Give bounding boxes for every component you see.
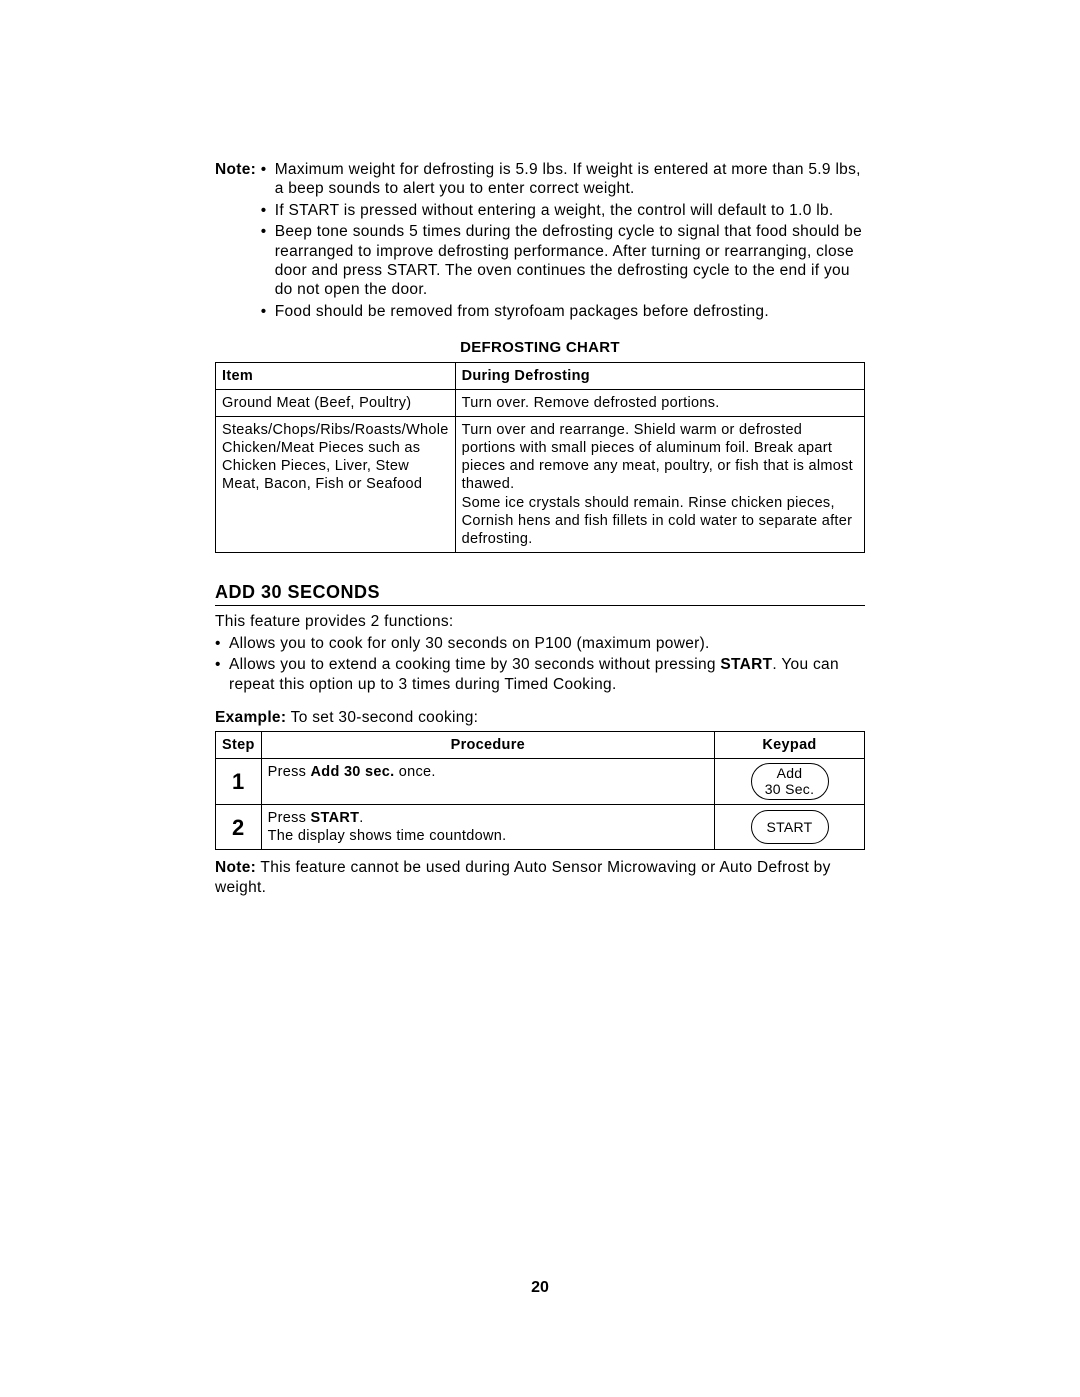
function-item: • Allows you to extend a cooking time by… <box>215 655 865 694</box>
procedure-cell: Press Add 30 sec. once. <box>261 759 714 805</box>
keypad-label: Add 30 Sec. <box>765 766 815 797</box>
note-text: Beep tone sounds 5 times during the defr… <box>275 222 865 300</box>
note-item: • Beep tone sounds 5 times during the de… <box>261 222 865 300</box>
function-text-bold: START <box>720 656 772 673</box>
bullet-icon: • <box>215 634 229 653</box>
page-content: Note: • Maximum weight for defrosting is… <box>0 0 1080 897</box>
function-item: • Allows you to cook for only 30 seconds… <box>215 634 865 653</box>
bullet-icon: • <box>215 655 229 694</box>
add30-heading: ADD 30 SECONDS <box>215 581 865 604</box>
table-row: 2 Press START. The display shows time co… <box>216 805 865 850</box>
col-header-procedure: Procedure <box>261 732 714 759</box>
keypad-line: Add <box>777 765 803 781</box>
footnote-rest: This feature cannot be used during Auto … <box>215 859 831 895</box>
col-header-item: Item <box>216 362 456 389</box>
note-text: If START is pressed without entering a w… <box>275 201 865 220</box>
note-label: Note: <box>215 160 261 323</box>
proc-line2: The display shows time countdown. <box>268 828 507 844</box>
note-text: Maximum weight for defrosting is 5.9 lbs… <box>275 160 865 199</box>
step-number: 1 <box>216 759 262 805</box>
table-header-row: Item During Defrosting <box>216 362 865 389</box>
bullet-icon: • <box>261 222 275 300</box>
bullet-icon: • <box>261 302 275 321</box>
defrost-item: Ground Meat (Beef, Poultry) <box>216 389 456 416</box>
keypad-button-start: START <box>751 810 829 844</box>
function-text: Allows you to cook for only 30 seconds o… <box>229 634 865 653</box>
add30-intro: This feature provides 2 functions: <box>215 612 865 631</box>
note-item: • If START is pressed without entering a… <box>261 201 865 220</box>
function-text-pre: Allows you to extend a cooking time by 3… <box>229 656 720 673</box>
keypad-line: 30 Sec. <box>765 781 815 797</box>
defrost-during: Turn over. Remove defrosted portions. <box>455 389 864 416</box>
defrost-during: Turn over and rearrange. Shield warm or … <box>455 417 864 553</box>
note-block: Note: • Maximum weight for defrosting is… <box>215 160 865 323</box>
add30-footnote: Note: This feature cannot be used during… <box>215 858 865 897</box>
table-header-row: Step Procedure Keypad <box>216 732 865 759</box>
keypad-line: START <box>766 820 812 835</box>
procedure-cell: Press START. The display shows time coun… <box>261 805 714 850</box>
proc-post: . <box>359 810 363 826</box>
col-header-keypad: Keypad <box>715 732 865 759</box>
bullet-icon: • <box>261 201 275 220</box>
procedure-table: Step Procedure Keypad 1 Press Add 30 sec… <box>215 731 865 850</box>
footnote-label: Note: <box>215 859 256 876</box>
step-number: 2 <box>216 805 262 850</box>
proc-bold: START <box>311 810 360 826</box>
page-number: 20 <box>0 1279 1080 1297</box>
col-header-step: Step <box>216 732 262 759</box>
proc-pre: Press <box>268 810 311 826</box>
section-rule <box>215 605 865 606</box>
proc-pre: Press <box>268 764 311 780</box>
defrost-chart-table: Item During Defrosting Ground Meat (Beef… <box>215 362 865 553</box>
example-line: Example: To set 30-second cooking: <box>215 708 865 727</box>
note-text: Food should be removed from styrofoam pa… <box>275 302 865 321</box>
example-rest: To set 30-second cooking: <box>286 709 478 726</box>
function-text: Allows you to extend a cooking time by 3… <box>229 655 865 694</box>
keypad-button-add30sec: Add 30 Sec. <box>751 763 829 800</box>
add30-function-list: • Allows you to cook for only 30 seconds… <box>215 634 865 694</box>
keypad-cell: Add 30 Sec. <box>715 759 865 805</box>
example-label: Example: <box>215 709 286 726</box>
note-item: • Food should be removed from styrofoam … <box>261 302 865 321</box>
col-header-during: During Defrosting <box>455 362 864 389</box>
table-row: Ground Meat (Beef, Poultry) Turn over. R… <box>216 389 865 416</box>
table-row: Steaks/Chops/Ribs/Roasts/Whole Chicken/M… <box>216 417 865 553</box>
note-item: • Maximum weight for defrosting is 5.9 l… <box>261 160 865 199</box>
proc-bold: Add 30 sec. <box>311 764 395 780</box>
table-row: 1 Press Add 30 sec. once. Add 30 Sec. <box>216 759 865 805</box>
defrost-chart-title: DEFROSTING CHART <box>215 339 865 358</box>
defrost-item: Steaks/Chops/Ribs/Roasts/Whole Chicken/M… <box>216 417 456 553</box>
keypad-cell: START <box>715 805 865 850</box>
bullet-icon: • <box>261 160 275 199</box>
proc-post: once. <box>394 764 435 780</box>
note-items: • Maximum weight for defrosting is 5.9 l… <box>261 160 865 323</box>
